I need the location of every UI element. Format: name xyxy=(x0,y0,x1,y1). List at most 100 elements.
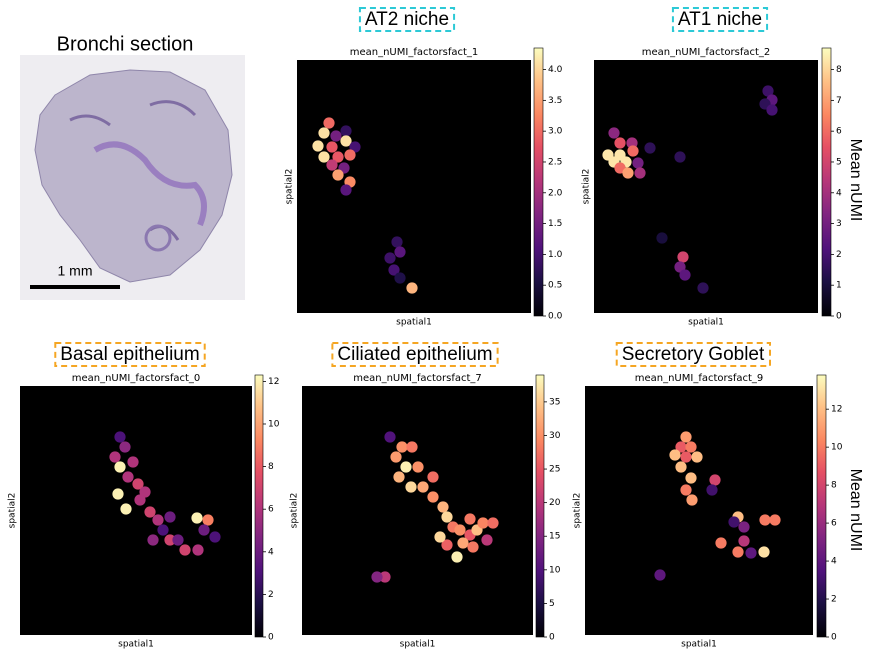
colorbar-tick-label: 10 xyxy=(268,419,280,429)
colorbar-tick-label: 0.5 xyxy=(548,281,562,291)
axes-title: mean_nUMI_factorsfact_2 xyxy=(642,47,771,58)
colorbar-tick-label: 4 xyxy=(831,557,837,567)
axes-title: mean_nUMI_factorsfact_9 xyxy=(635,373,764,384)
colorbar-tick-label: 10 xyxy=(549,565,561,575)
spot xyxy=(632,157,643,168)
spot xyxy=(371,571,382,582)
spot xyxy=(134,494,145,505)
spot xyxy=(326,159,337,170)
spot xyxy=(396,441,407,452)
spot xyxy=(437,501,448,512)
panel: AT2 nichemean_nUMI_factorsfact_1spatial1… xyxy=(285,8,563,327)
colorbar-tick-label: 5 xyxy=(836,157,842,167)
x-axis-label: spatial1 xyxy=(118,640,154,650)
spot xyxy=(340,125,351,136)
colorbar-tick-label: 8 xyxy=(831,481,837,491)
colorbar-tick-label: 15 xyxy=(549,532,560,542)
spot xyxy=(405,481,416,492)
spot xyxy=(384,252,395,263)
spot xyxy=(709,474,720,485)
spot xyxy=(685,441,696,452)
colorbar-label: Mean nUMI xyxy=(847,139,864,222)
axes-background xyxy=(20,386,252,635)
axes-background xyxy=(594,60,818,313)
spot xyxy=(441,511,452,522)
scale-label: 1 mm xyxy=(58,263,93,279)
spot xyxy=(675,461,686,472)
colorbar-tick-label: 20 xyxy=(549,498,561,508)
spot xyxy=(656,232,667,243)
panel: Secretory Gobletmean_nUMI_factorsfact_9s… xyxy=(573,343,864,649)
spot xyxy=(192,544,203,555)
spot xyxy=(427,471,438,482)
colorbar-tick-label: 12 xyxy=(831,405,842,415)
panel-title: Bronchi section xyxy=(57,33,194,55)
panel: Basal epithelium mean_nUMI_factorsfact_0s… xyxy=(8,343,280,649)
spot xyxy=(172,534,183,545)
panel: Ciliated epitheliummean_nUMI_factorsfact… xyxy=(290,343,561,649)
colorbar-label: Mean nUMI xyxy=(847,469,864,552)
spot xyxy=(738,535,749,546)
spot xyxy=(715,537,726,548)
spot xyxy=(680,431,691,442)
spot xyxy=(120,503,131,514)
spot xyxy=(427,491,438,502)
axes-background xyxy=(585,386,813,635)
spot xyxy=(745,547,756,558)
spot xyxy=(114,431,125,442)
spot xyxy=(406,441,417,452)
colorbar xyxy=(822,48,831,316)
spot xyxy=(152,514,163,525)
spot xyxy=(477,517,488,528)
colorbar-tick-label: 3.5 xyxy=(548,96,562,106)
colorbar-tick-label: 4 xyxy=(836,188,842,198)
axes-title: mean_nUMI_factorsfact_0 xyxy=(72,373,201,384)
spot xyxy=(614,137,625,148)
spot xyxy=(674,151,685,162)
spot xyxy=(487,517,498,528)
colorbar xyxy=(817,375,826,637)
colorbar xyxy=(536,375,544,637)
colorbar-tick-label: 3.0 xyxy=(548,127,563,137)
spot xyxy=(340,184,351,195)
spot xyxy=(697,282,708,293)
spot xyxy=(679,269,690,280)
axes-background xyxy=(297,60,531,313)
colorbar-tick-label: 10 xyxy=(831,443,843,453)
spot xyxy=(467,541,478,552)
spot xyxy=(758,546,769,557)
colorbar-tick-label: 8 xyxy=(268,462,274,472)
spot xyxy=(738,521,749,532)
spot xyxy=(759,514,770,525)
spot xyxy=(318,127,329,138)
spot xyxy=(323,117,334,128)
colorbar-tick-label: 6 xyxy=(268,505,274,515)
colorbar-tick-label: 2.0 xyxy=(548,188,563,198)
colorbar-tick-label: 1.0 xyxy=(548,250,563,260)
colorbar-tick-label: 1 xyxy=(836,281,842,291)
y-axis-label: spatial2 xyxy=(573,493,583,529)
colorbar-tick-label: 0 xyxy=(831,633,837,643)
spot xyxy=(732,546,743,557)
spot xyxy=(318,151,329,162)
y-axis-label: spatial2 xyxy=(285,169,295,205)
colorbar-tick-label: 5 xyxy=(549,599,555,609)
spot xyxy=(198,524,209,535)
colorbar-tick-label: 0 xyxy=(549,633,555,643)
spot xyxy=(122,471,133,482)
colorbar-tick-label: 2 xyxy=(831,595,837,605)
histology-panel: Bronchi section 1 mm xyxy=(20,33,245,300)
spot xyxy=(344,149,355,160)
spot xyxy=(457,537,468,548)
spot xyxy=(680,484,691,495)
axes-title: mean_nUMI_factorsfact_1 xyxy=(350,47,479,58)
spot xyxy=(417,481,428,492)
spot xyxy=(685,472,696,483)
colorbar-tick-label: 6 xyxy=(831,519,837,529)
panel-annotation: Basal epithelium xyxy=(60,344,199,365)
panel-annotation: AT1 niche xyxy=(678,9,762,30)
spot xyxy=(769,514,780,525)
colorbar-tick-label: 1.5 xyxy=(548,219,562,229)
spot xyxy=(454,524,465,535)
colorbar-tick-label: 2.5 xyxy=(548,157,562,167)
